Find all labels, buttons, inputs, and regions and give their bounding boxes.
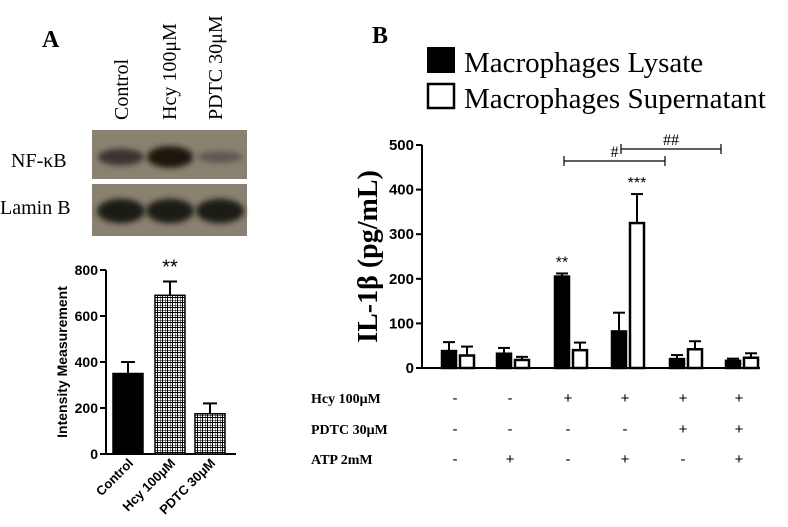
condition-cell: + — [506, 451, 515, 468]
blot-strip-nfkb — [92, 130, 247, 179]
panel-b-bar — [742, 356, 760, 370]
condition-cell: - — [453, 421, 458, 438]
condition-cell: + — [621, 451, 630, 468]
panel-b-significance: *** — [628, 175, 647, 192]
blot-row-label-laminb: Lamin B — [0, 197, 71, 219]
panel-b-y-tick-label: 500 — [389, 137, 414, 154]
panel-a-y-tick-label: 800 — [75, 262, 99, 278]
condition-cell: + — [735, 390, 744, 407]
legend: Macrophages Lysate Macrophages Supernata… — [426, 47, 766, 115]
panel-b-bar — [724, 359, 742, 370]
condition-cell: + — [621, 390, 630, 407]
legend-swatch-lysate — [427, 47, 455, 73]
condition-cell: - — [508, 421, 513, 438]
panel-b-bar — [495, 352, 513, 370]
condition-cell: - — [566, 421, 571, 438]
condition-cell: - — [681, 451, 686, 468]
condition-cell: + — [679, 390, 688, 407]
panel-a-y-tick-label: 600 — [75, 308, 99, 324]
panel-b-y-tick-label: 100 — [389, 315, 414, 332]
condition-row-label: PDTC 30μM — [311, 423, 388, 438]
panel-b-bar — [668, 357, 686, 370]
panel-b-y-tick-label: 200 — [389, 271, 414, 288]
nfkb-band — [147, 146, 193, 168]
panel-b-bar — [628, 221, 646, 370]
panel-a-bar — [112, 372, 144, 455]
laminb-band — [146, 198, 194, 224]
panel-a-significance: ** — [162, 257, 178, 279]
panel-b-y-tick-label: 0 — [406, 360, 414, 377]
panel-b-bracket-label: ## — [663, 132, 679, 149]
legend-label-supernatant: Macrophages Supernatant — [464, 83, 766, 115]
panel-b-bar — [686, 348, 704, 370]
condition-cell: - — [453, 390, 458, 407]
panel-b-bar — [458, 354, 476, 370]
laminb-band — [97, 198, 145, 224]
panel-b-bracket-label: # — [611, 144, 619, 161]
panel-b-y-tick-label: 400 — [389, 182, 414, 199]
panel-b-significance: ** — [556, 254, 568, 271]
panel-a-y-tick-label: 400 — [75, 354, 99, 370]
condition-cell: - — [508, 390, 513, 407]
panel-b-bar — [513, 358, 531, 370]
panel-a-bar — [154, 294, 186, 455]
panel-b-bar — [571, 348, 589, 370]
panel-a-y-tick-label: 200 — [75, 400, 99, 416]
condition-row-label: Hcy 100μM — [311, 392, 381, 407]
condition-cell: - — [453, 451, 458, 468]
panel-b-bar — [553, 275, 571, 370]
blot-lane-labels: Control Hcy 100μM PDTC 30μM — [111, 15, 227, 120]
panel-a-y-label: Intensity Measurement — [54, 286, 70, 438]
panel-a-y-tick-label: 0 — [90, 446, 98, 462]
lane-label-control: Control — [111, 58, 133, 120]
panel-b-bar — [440, 349, 458, 370]
blot-strip-laminb — [92, 184, 247, 236]
condition-row-label: ATP 2mM — [311, 453, 373, 468]
laminb-band — [196, 198, 244, 224]
lane-label-hcy: Hcy 100μM — [159, 23, 181, 120]
condition-cell: + — [564, 390, 573, 407]
panel-b-label: B — [372, 23, 388, 49]
blot-row-label-nfkb: NF-κB — [11, 150, 67, 172]
panel-a-label: A — [42, 27, 60, 53]
condition-cell: - — [566, 451, 571, 468]
condition-cell: + — [679, 421, 688, 438]
condition-cell: + — [735, 451, 744, 468]
nfkb-band — [197, 151, 243, 163]
panel-b-y-label: IL-1β (pg/mL) — [353, 170, 384, 343]
nfkb-band — [98, 148, 144, 166]
panel-b-y-tick-label: 300 — [389, 226, 414, 243]
condition-cell: + — [735, 421, 744, 438]
panel-a-bar — [194, 413, 226, 455]
condition-table: Hcy 100μM - - + + + + PDTC 30μM - - - - + + ATP 2mM - + -… — [311, 390, 744, 468]
lane-label-pdtc: PDTC 30μM — [205, 15, 227, 120]
panel-b-bar — [610, 330, 628, 370]
legend-swatch-supernatant — [426, 82, 456, 110]
condition-cell: - — [623, 421, 628, 438]
legend-label-lysate: Macrophages Lysate — [464, 47, 703, 79]
